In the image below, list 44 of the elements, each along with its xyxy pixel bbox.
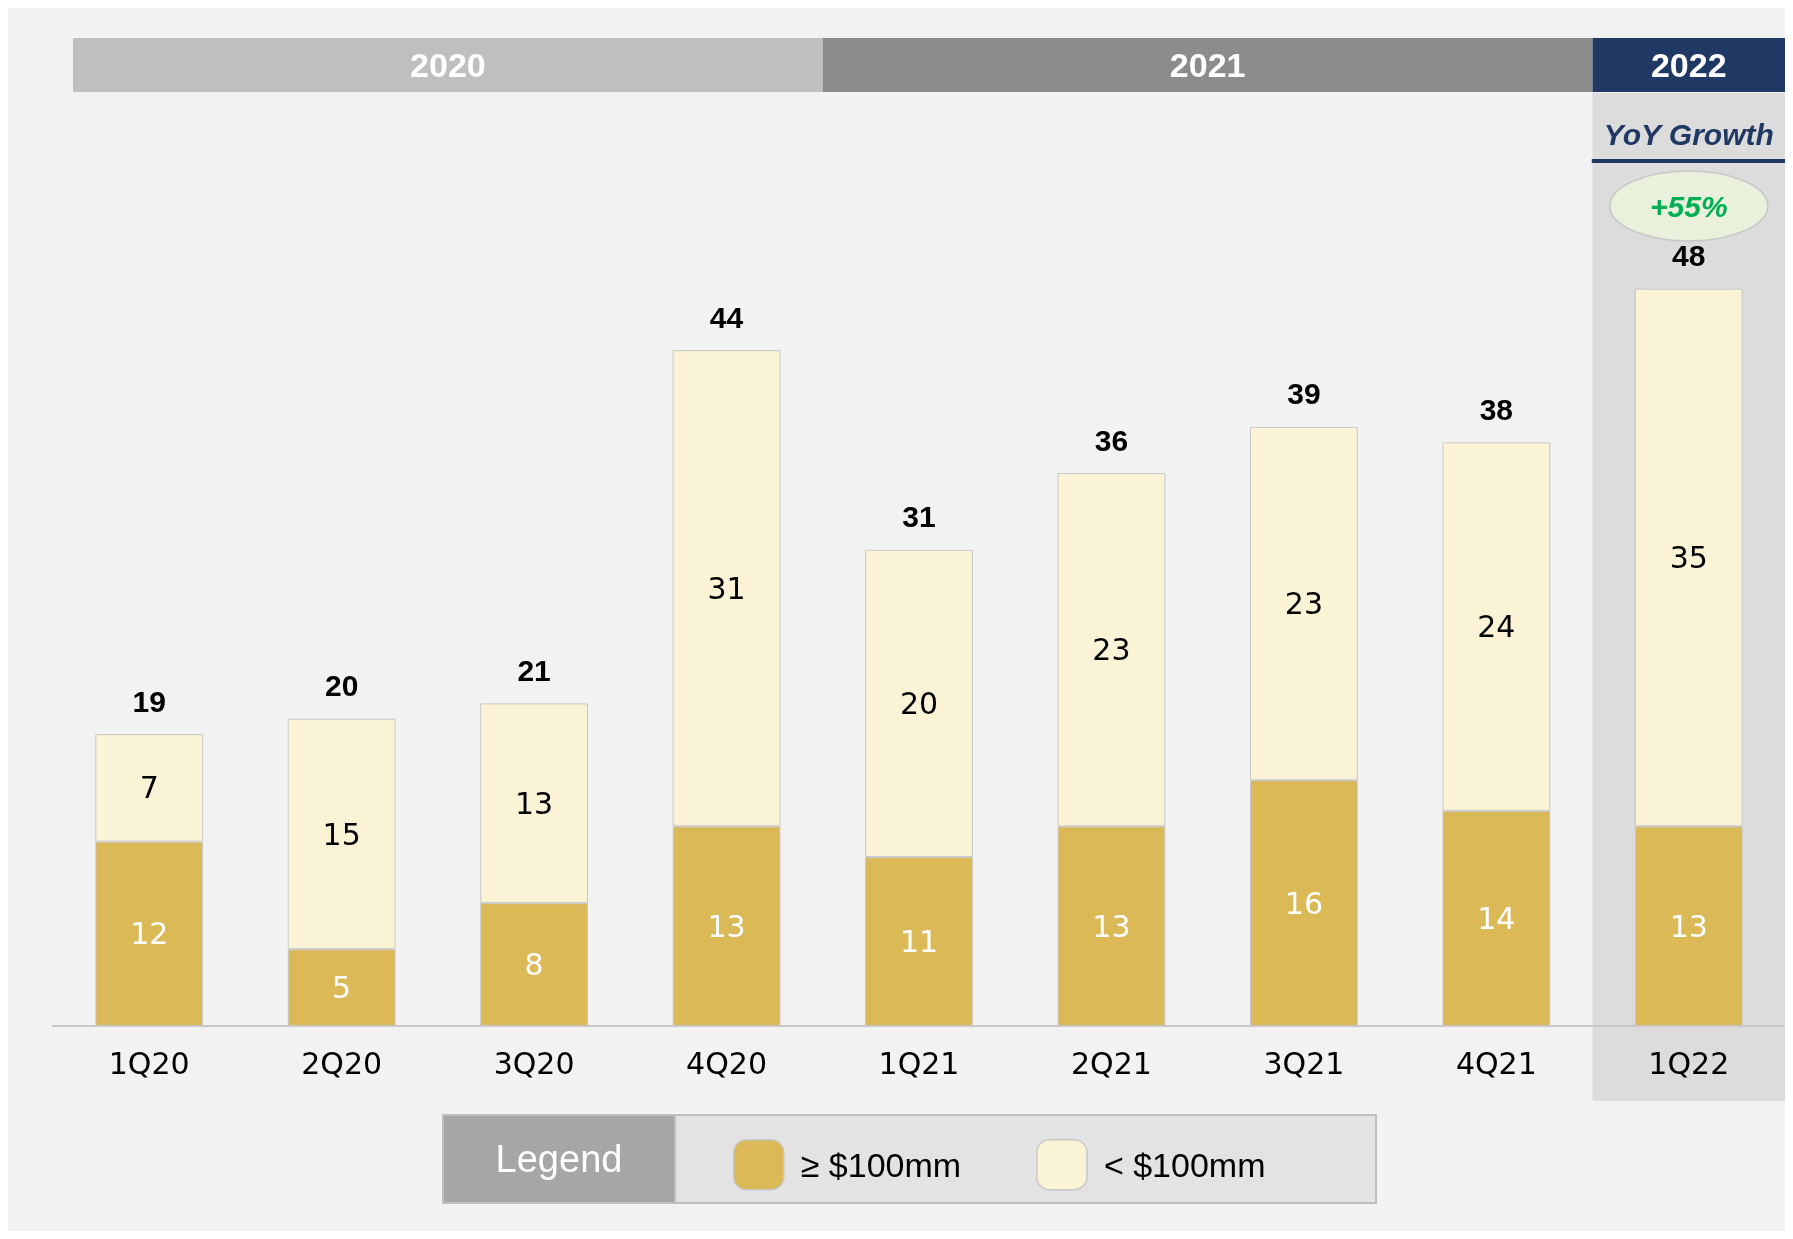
data-label: 23: [1092, 632, 1131, 668]
data-label: 11: [899, 924, 939, 960]
data-label: 14: [1477, 900, 1516, 936]
x-tick-label: 4Q20: [686, 1045, 767, 1081]
total-label: 31: [902, 500, 936, 534]
data-label: 24: [1477, 609, 1516, 645]
x-tick-label: 3Q21: [1263, 1045, 1345, 1081]
x-tick-label: 2Q20: [301, 1045, 383, 1081]
data-label: 31: [707, 570, 746, 606]
data-label: 12: [130, 916, 169, 952]
total-label: 21: [517, 653, 551, 687]
x-tick-label: 1Q20: [108, 1045, 190, 1081]
total-label: 36: [1094, 423, 1129, 457]
legend-label: < $100mm: [1103, 1145, 1266, 1184]
data-label: 20: [899, 685, 939, 721]
data-label: 5: [332, 970, 352, 1006]
text: 2022: [1650, 46, 1727, 84]
data-label: 15: [322, 816, 361, 852]
data-label: 8: [524, 947, 544, 983]
text: YoY Growth: [1603, 117, 1774, 151]
legend-label: ≥ $100mm: [800, 1145, 962, 1184]
data-label: 13: [515, 785, 554, 821]
total-label: 48: [1672, 239, 1706, 273]
data-label: 23: [1284, 586, 1323, 622]
data-label: 35: [1669, 540, 1708, 576]
text: +55%: [1649, 189, 1728, 223]
data-label: 13: [707, 908, 746, 944]
total-label: 20: [324, 669, 359, 703]
x-tick-label: 3Q20: [493, 1045, 575, 1081]
data-label: 7: [139, 770, 159, 806]
data-label: 13: [1092, 908, 1131, 944]
data-label: 16: [1284, 885, 1323, 921]
data-label: 13: [1669, 908, 1708, 944]
x-tick-label: 1Q21: [878, 1045, 960, 1081]
total-label: 38: [1479, 392, 1514, 426]
text: 2020: [410, 46, 486, 84]
x-tick-label: 1Q22: [1648, 1045, 1730, 1081]
legend-title: Legend: [495, 1138, 623, 1180]
x-tick-label: 2Q21: [1071, 1045, 1152, 1081]
total-label: 39: [1287, 377, 1321, 411]
total-label: 44: [709, 300, 744, 334]
x-tick-label: 4Q21: [1455, 1045, 1537, 1081]
total-label: 19: [132, 684, 166, 718]
text: 2021: [1169, 46, 1246, 84]
